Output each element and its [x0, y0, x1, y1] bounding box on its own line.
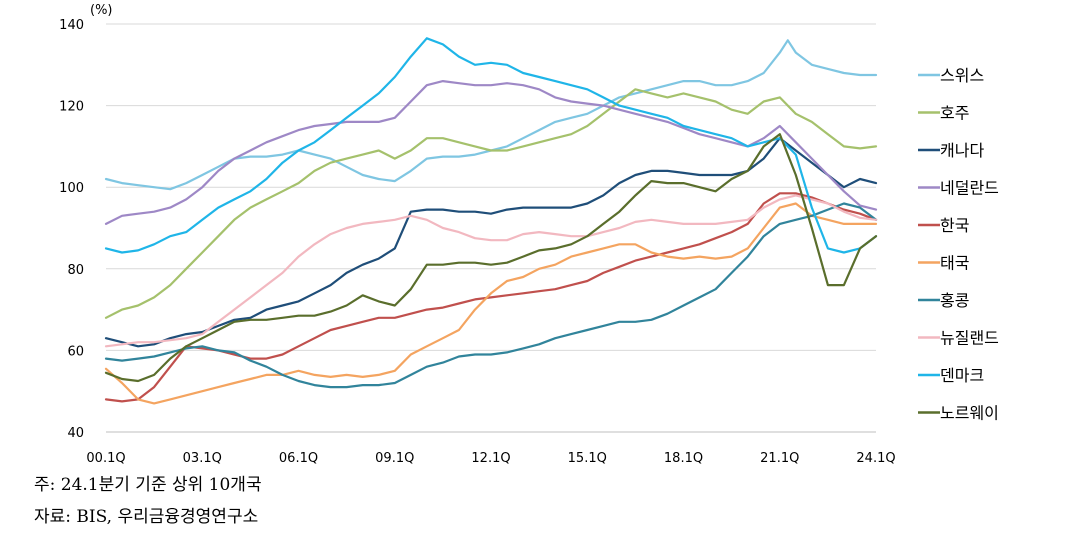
series-layer [104, 37, 878, 405]
legend-label: 호주 [940, 104, 969, 123]
axes: 40 60 80 100 120 140 00.1Q 03.1Q 06.1Q 09.1Q 12.1Q… [59, 18, 895, 466]
legend-label: 뉴질랜드 [940, 329, 999, 348]
x-tick-label: 18.1Q [664, 451, 703, 466]
y-tick-label: 60 [67, 344, 84, 359]
legend-label: 한국 [940, 216, 969, 235]
chart-source: 자료: BIS, 우리금융경영연구소 [34, 507, 259, 527]
legend-label: 노르웨이 [940, 404, 999, 423]
chart-footnote: 주: 24.1분기 기준 상위 10개국 [34, 475, 262, 495]
x-tick-label: 03.1Q [183, 451, 222, 466]
legend-label: 스위스 [940, 66, 984, 85]
x-tick-label: 06.1Q [279, 451, 318, 466]
y-tick-label: 140 [59, 18, 84, 33]
y-tick-label: 100 [59, 181, 84, 196]
series-line [104, 133, 878, 383]
x-tick-label: 09.1Q [375, 451, 414, 466]
x-tick-label: 12.1Q [471, 451, 510, 466]
legend-label: 태국 [940, 254, 969, 273]
series-line [104, 88, 878, 319]
legend-label: 캐나다 [940, 141, 984, 160]
x-tick-label: 00.1Q [86, 451, 125, 466]
y-tick-label: 80 [67, 263, 84, 278]
legend-label: 네덜란드 [940, 179, 999, 198]
x-tick-label: 15.1Q [568, 451, 607, 466]
legend-label: 홍콩 [940, 291, 969, 310]
series-line [104, 192, 878, 403]
legend-label: 덴마크 [940, 366, 984, 385]
y-tick-label: 120 [59, 100, 84, 115]
x-tick-label: 24.1Q [856, 451, 895, 466]
y-tick-label: 40 [67, 426, 84, 441]
series-line [104, 202, 878, 405]
x-tick-label: 21.1Q [760, 451, 799, 466]
series-line [104, 202, 878, 389]
grid [106, 23, 876, 433]
series-line [104, 194, 878, 348]
y-axis-unit-label: (%) [90, 3, 113, 18]
series-line [104, 37, 878, 254]
